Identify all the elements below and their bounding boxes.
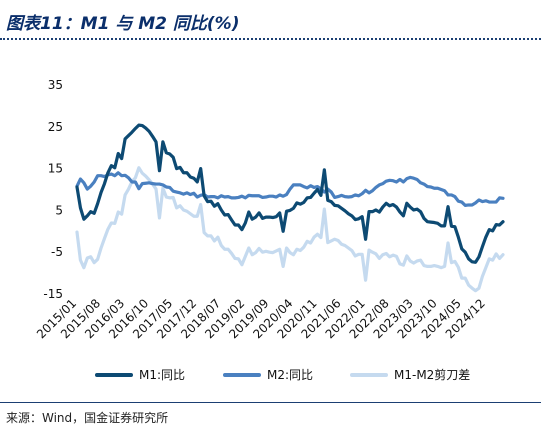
series-lines — [75, 123, 505, 293]
y-tick-label: -15 — [43, 287, 63, 301]
series-line-m1-m2 — [75, 166, 505, 293]
footer-divider — [0, 402, 541, 403]
y-tick-label: 25 — [48, 120, 63, 134]
chart-header: 图表11：M1 与 M2 同比(%) — [0, 0, 541, 44]
y-tick-label: -5 — [51, 245, 63, 259]
x-axis-ticks: 2015/012015/082016/032016/102017/052017/… — [34, 296, 488, 341]
y-tick-label: 5 — [55, 203, 63, 217]
legend-label-m1: M1:同比 — [139, 368, 185, 382]
chart-legend: M1:同比 M2:同比 M1-M2剪刀差 — [95, 367, 470, 382]
chart-title: 图表11：M1 与 M2 同比(%) — [6, 14, 240, 34]
series-line-m1 — [75, 123, 505, 264]
chart-footer: 来源：Wind，国金证券研究所 — [0, 402, 541, 431]
source-note: 来源：Wind，国金证券研究所 — [6, 411, 169, 425]
legend-label-m1-m2: M1-M2剪刀差 — [394, 367, 470, 382]
y-tick-label: 35 — [48, 78, 63, 92]
title-divider — [0, 38, 541, 40]
y-tick-label: 15 — [48, 162, 63, 176]
legend-label-m2: M2:同比 — [267, 368, 313, 382]
y-axis-ticks: 35 25 15 5 -5 -15 — [43, 78, 63, 301]
series-line-m2 — [75, 171, 505, 207]
line-chart: 35 25 15 5 -5 -15 2015/012015/082016/032016/1… — [34, 78, 505, 382]
